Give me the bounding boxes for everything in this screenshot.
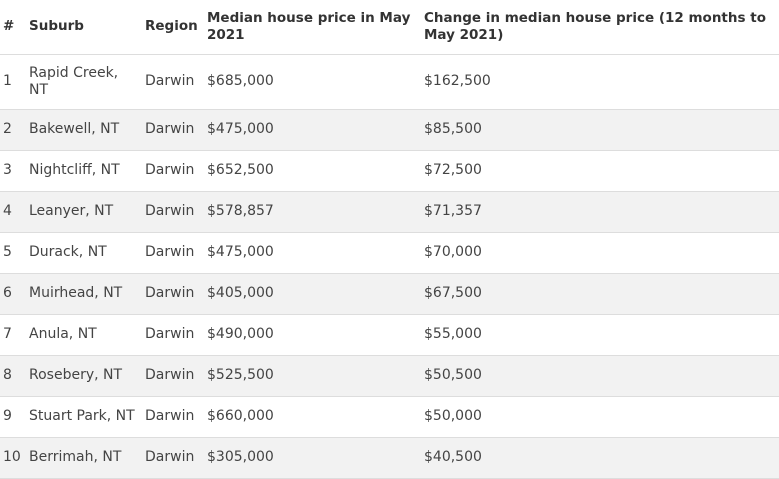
table-row: 10 Berrimah, NT Darwin $305,000 $40,500 bbox=[0, 437, 779, 479]
table-row: 8 Rosebery, NT Darwin $525,500 $50,500 bbox=[0, 355, 779, 397]
cell-suburb: Rapid Creek, NT bbox=[25, 54, 141, 110]
table-row: 2 Bakewell, NT Darwin $475,000 $85,500 bbox=[0, 109, 779, 151]
table-row: 1 Rapid Creek, NT Darwin $685,000 $162,5… bbox=[0, 54, 779, 110]
cell-rank: 10 bbox=[0, 437, 25, 479]
header-region: Region bbox=[141, 0, 203, 55]
cell-price-change: $71,357 bbox=[420, 191, 779, 233]
table-body: 1 Rapid Creek, NT Darwin $685,000 $162,5… bbox=[0, 54, 779, 479]
cell-suburb: Nightcliff, NT bbox=[25, 150, 141, 192]
table-row: 7 Anula, NT Darwin $490,000 $55,000 bbox=[0, 314, 779, 356]
cell-region: Darwin bbox=[141, 150, 203, 192]
header-median-price: Median house price in May 2021 bbox=[203, 0, 420, 55]
cell-region: Darwin bbox=[141, 273, 203, 315]
cell-region: Darwin bbox=[141, 191, 203, 233]
cell-price-change: $50,000 bbox=[420, 396, 779, 438]
cell-suburb: Leanyer, NT bbox=[25, 191, 141, 233]
table-header: # Suburb Region Median house price in Ma… bbox=[0, 0, 779, 55]
cell-suburb: Durack, NT bbox=[25, 232, 141, 274]
cell-suburb: Muirhead, NT bbox=[25, 273, 141, 315]
cell-price-change: $50,500 bbox=[420, 355, 779, 397]
cell-region: Darwin bbox=[141, 109, 203, 151]
cell-suburb: Berrimah, NT bbox=[25, 437, 141, 479]
cell-rank: 6 bbox=[0, 273, 25, 315]
cell-suburb: Stuart Park, NT bbox=[25, 396, 141, 438]
cell-rank: 7 bbox=[0, 314, 25, 356]
cell-median-price: $660,000 bbox=[203, 396, 420, 438]
cell-median-price: $475,000 bbox=[203, 109, 420, 151]
cell-suburb: Bakewell, NT bbox=[25, 109, 141, 151]
header-rank: # bbox=[0, 0, 25, 55]
table-row: 6 Muirhead, NT Darwin $405,000 $67,500 bbox=[0, 273, 779, 315]
header-suburb: Suburb bbox=[25, 0, 141, 55]
cell-region: Darwin bbox=[141, 232, 203, 274]
cell-rank: 1 bbox=[0, 54, 25, 110]
cell-price-change: $55,000 bbox=[420, 314, 779, 356]
cell-median-price: $305,000 bbox=[203, 437, 420, 479]
cell-median-price: $578,857 bbox=[203, 191, 420, 233]
table-row: 9 Stuart Park, NT Darwin $660,000 $50,00… bbox=[0, 396, 779, 438]
cell-median-price: $490,000 bbox=[203, 314, 420, 356]
cell-price-change: $72,500 bbox=[420, 150, 779, 192]
cell-price-change: $40,500 bbox=[420, 437, 779, 479]
cell-price-change: $162,500 bbox=[420, 54, 779, 110]
cell-region: Darwin bbox=[141, 396, 203, 438]
cell-median-price: $652,500 bbox=[203, 150, 420, 192]
cell-rank: 9 bbox=[0, 396, 25, 438]
cell-rank: 2 bbox=[0, 109, 25, 151]
cell-median-price: $405,000 bbox=[203, 273, 420, 315]
table-row: 4 Leanyer, NT Darwin $578,857 $71,357 bbox=[0, 191, 779, 233]
cell-region: Darwin bbox=[141, 314, 203, 356]
cell-region: Darwin bbox=[141, 355, 203, 397]
header-price-change: Change in median house price (12 months … bbox=[420, 0, 779, 55]
cell-rank: 3 bbox=[0, 150, 25, 192]
cell-price-change: $70,000 bbox=[420, 232, 779, 274]
cell-region: Darwin bbox=[141, 437, 203, 479]
header-row: # Suburb Region Median house price in Ma… bbox=[0, 0, 779, 55]
cell-region: Darwin bbox=[141, 54, 203, 110]
cell-rank: 8 bbox=[0, 355, 25, 397]
table-row: 3 Nightcliff, NT Darwin $652,500 $72,500 bbox=[0, 150, 779, 192]
cell-median-price: $475,000 bbox=[203, 232, 420, 274]
cell-suburb: Rosebery, NT bbox=[25, 355, 141, 397]
cell-price-change: $67,500 bbox=[420, 273, 779, 315]
cell-price-change: $85,500 bbox=[420, 109, 779, 151]
cell-rank: 5 bbox=[0, 232, 25, 274]
cell-median-price: $525,500 bbox=[203, 355, 420, 397]
cell-median-price: $685,000 bbox=[203, 54, 420, 110]
table-row: 5 Durack, NT Darwin $475,000 $70,000 bbox=[0, 232, 779, 274]
cell-rank: 4 bbox=[0, 191, 25, 233]
cell-suburb: Anula, NT bbox=[25, 314, 141, 356]
